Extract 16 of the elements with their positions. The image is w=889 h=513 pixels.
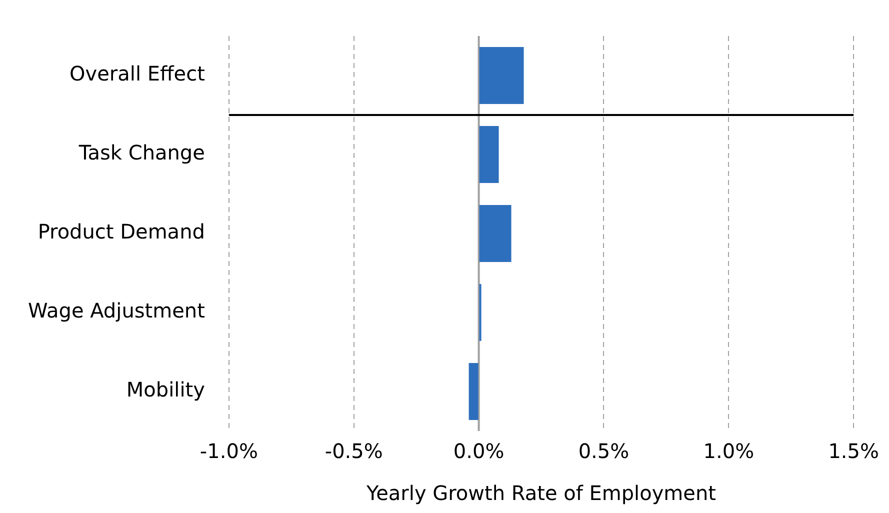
x-tick-label: 0.5% [578, 439, 630, 464]
y-tick-label: Wage Adjustment [28, 298, 206, 323]
bar [479, 205, 512, 262]
y-tick-label: Mobility [126, 378, 206, 402]
bar [468, 363, 478, 420]
bar [479, 47, 524, 104]
x-tick-label: 1.0% [703, 439, 754, 464]
y-tick-label: Task Change [78, 140, 205, 165]
y-tick-label: Product Demand [38, 220, 205, 244]
y-tick-label: Overall Effect [70, 62, 206, 86]
x-tick-label: -0.5% [324, 439, 383, 464]
x-axis-title: Yearly Growth Rate of Employment [366, 481, 716, 506]
x-tick-label: -1.0% [200, 439, 258, 464]
x-tick-label: 0.0% [453, 439, 504, 464]
x-tick-label: 1.5% [828, 439, 879, 464]
bar [479, 126, 499, 183]
